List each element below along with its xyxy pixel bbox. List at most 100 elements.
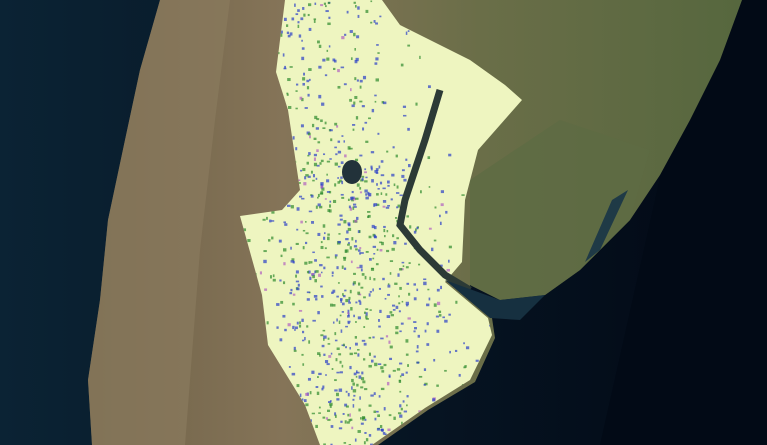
class-pixel <box>319 354 321 357</box>
class-pixel <box>331 274 334 277</box>
class-pixel <box>330 425 334 428</box>
class-pixel <box>374 94 377 97</box>
class-pixel <box>343 442 347 444</box>
class-pixel <box>432 398 436 402</box>
class-pixel <box>387 180 390 184</box>
class-pixel <box>383 363 387 367</box>
class-pixel <box>378 287 381 290</box>
class-pixel <box>345 298 349 303</box>
class-pixel <box>377 52 380 54</box>
class-pixel <box>376 193 379 196</box>
class-pixel <box>354 342 358 346</box>
class-pixel <box>301 353 304 356</box>
class-pixel <box>350 57 353 61</box>
class-pixel <box>355 239 357 243</box>
class-pixel <box>339 371 343 374</box>
class-pixel <box>370 151 375 154</box>
class-pixel <box>379 309 382 313</box>
class-pixel <box>306 86 310 90</box>
class-pixel <box>370 268 375 271</box>
class-pixel <box>358 299 361 303</box>
class-pixel <box>336 347 340 350</box>
lagoon <box>585 190 628 262</box>
class-pixel <box>320 4 324 7</box>
class-pixel <box>347 413 350 417</box>
class-pixel <box>313 18 317 21</box>
class-pixel <box>318 65 322 69</box>
class-pixel <box>388 376 391 378</box>
class-pixel <box>434 206 437 209</box>
class-pixel <box>337 85 341 89</box>
class-pixel <box>317 232 321 236</box>
class-pixel <box>415 102 418 106</box>
class-pixel <box>390 314 394 317</box>
class-pixel <box>383 101 387 105</box>
class-pixel <box>306 298 310 301</box>
class-pixel <box>352 123 356 126</box>
class-pixel <box>330 138 333 142</box>
class-pixel <box>290 288 293 292</box>
class-pixel <box>360 377 365 381</box>
class-pixel <box>301 47 305 50</box>
class-pixel <box>364 180 368 183</box>
class-pixel <box>401 373 405 376</box>
class-pixel <box>354 219 358 223</box>
class-pixel <box>373 410 376 413</box>
class-pixel <box>379 241 383 244</box>
class-pixel <box>311 412 315 415</box>
class-pixel <box>348 418 351 422</box>
class-pixel <box>314 259 317 262</box>
class-pixel <box>356 266 360 269</box>
class-pixel <box>317 311 320 315</box>
class-pixel <box>287 78 291 82</box>
class-pixel <box>399 194 403 197</box>
class-pixel <box>266 321 269 325</box>
class-pixel <box>296 207 300 211</box>
class-pixel <box>368 352 371 356</box>
class-pixel <box>334 183 337 187</box>
class-pixel <box>409 225 412 229</box>
class-pixel <box>408 262 411 264</box>
class-pixel <box>427 156 431 160</box>
class-pixel <box>423 383 426 386</box>
class-pixel <box>363 311 366 314</box>
class-pixel <box>378 318 380 322</box>
class-pixel <box>400 407 403 411</box>
class-pixel <box>269 275 272 279</box>
class-pixel <box>375 57 379 61</box>
class-pixel <box>262 218 266 221</box>
class-pixel <box>304 176 307 180</box>
class-pixel <box>377 132 380 135</box>
class-pixel <box>308 152 311 156</box>
class-pixel <box>364 388 368 391</box>
class-pixel <box>313 162 318 167</box>
class-pixel <box>416 288 419 292</box>
class-pixel <box>309 135 311 139</box>
class-pixel <box>340 329 343 333</box>
class-pixel <box>336 318 338 322</box>
class-pixel <box>436 384 439 387</box>
class-pixel <box>364 275 367 280</box>
class-pixel <box>357 291 361 295</box>
class-pixel <box>332 58 336 62</box>
class-pixel <box>314 279 317 283</box>
class-pixel <box>446 268 450 272</box>
class-pixel <box>362 358 366 361</box>
class-pixel <box>324 247 327 250</box>
class-pixel <box>458 373 461 377</box>
class-pixel <box>297 9 300 12</box>
class-pixel <box>350 88 352 92</box>
class-pixel <box>392 309 396 311</box>
class-pixel <box>399 375 402 378</box>
class-pixel <box>345 390 348 393</box>
class-pixel <box>428 186 431 188</box>
class-pixel <box>400 322 404 325</box>
class-pixel <box>340 420 343 423</box>
class-pixel <box>339 179 342 183</box>
class-pixel <box>351 426 354 430</box>
class-pixel <box>391 304 396 307</box>
class-pixel <box>347 309 350 313</box>
class-pixel <box>324 198 327 200</box>
class-pixel <box>361 175 365 178</box>
